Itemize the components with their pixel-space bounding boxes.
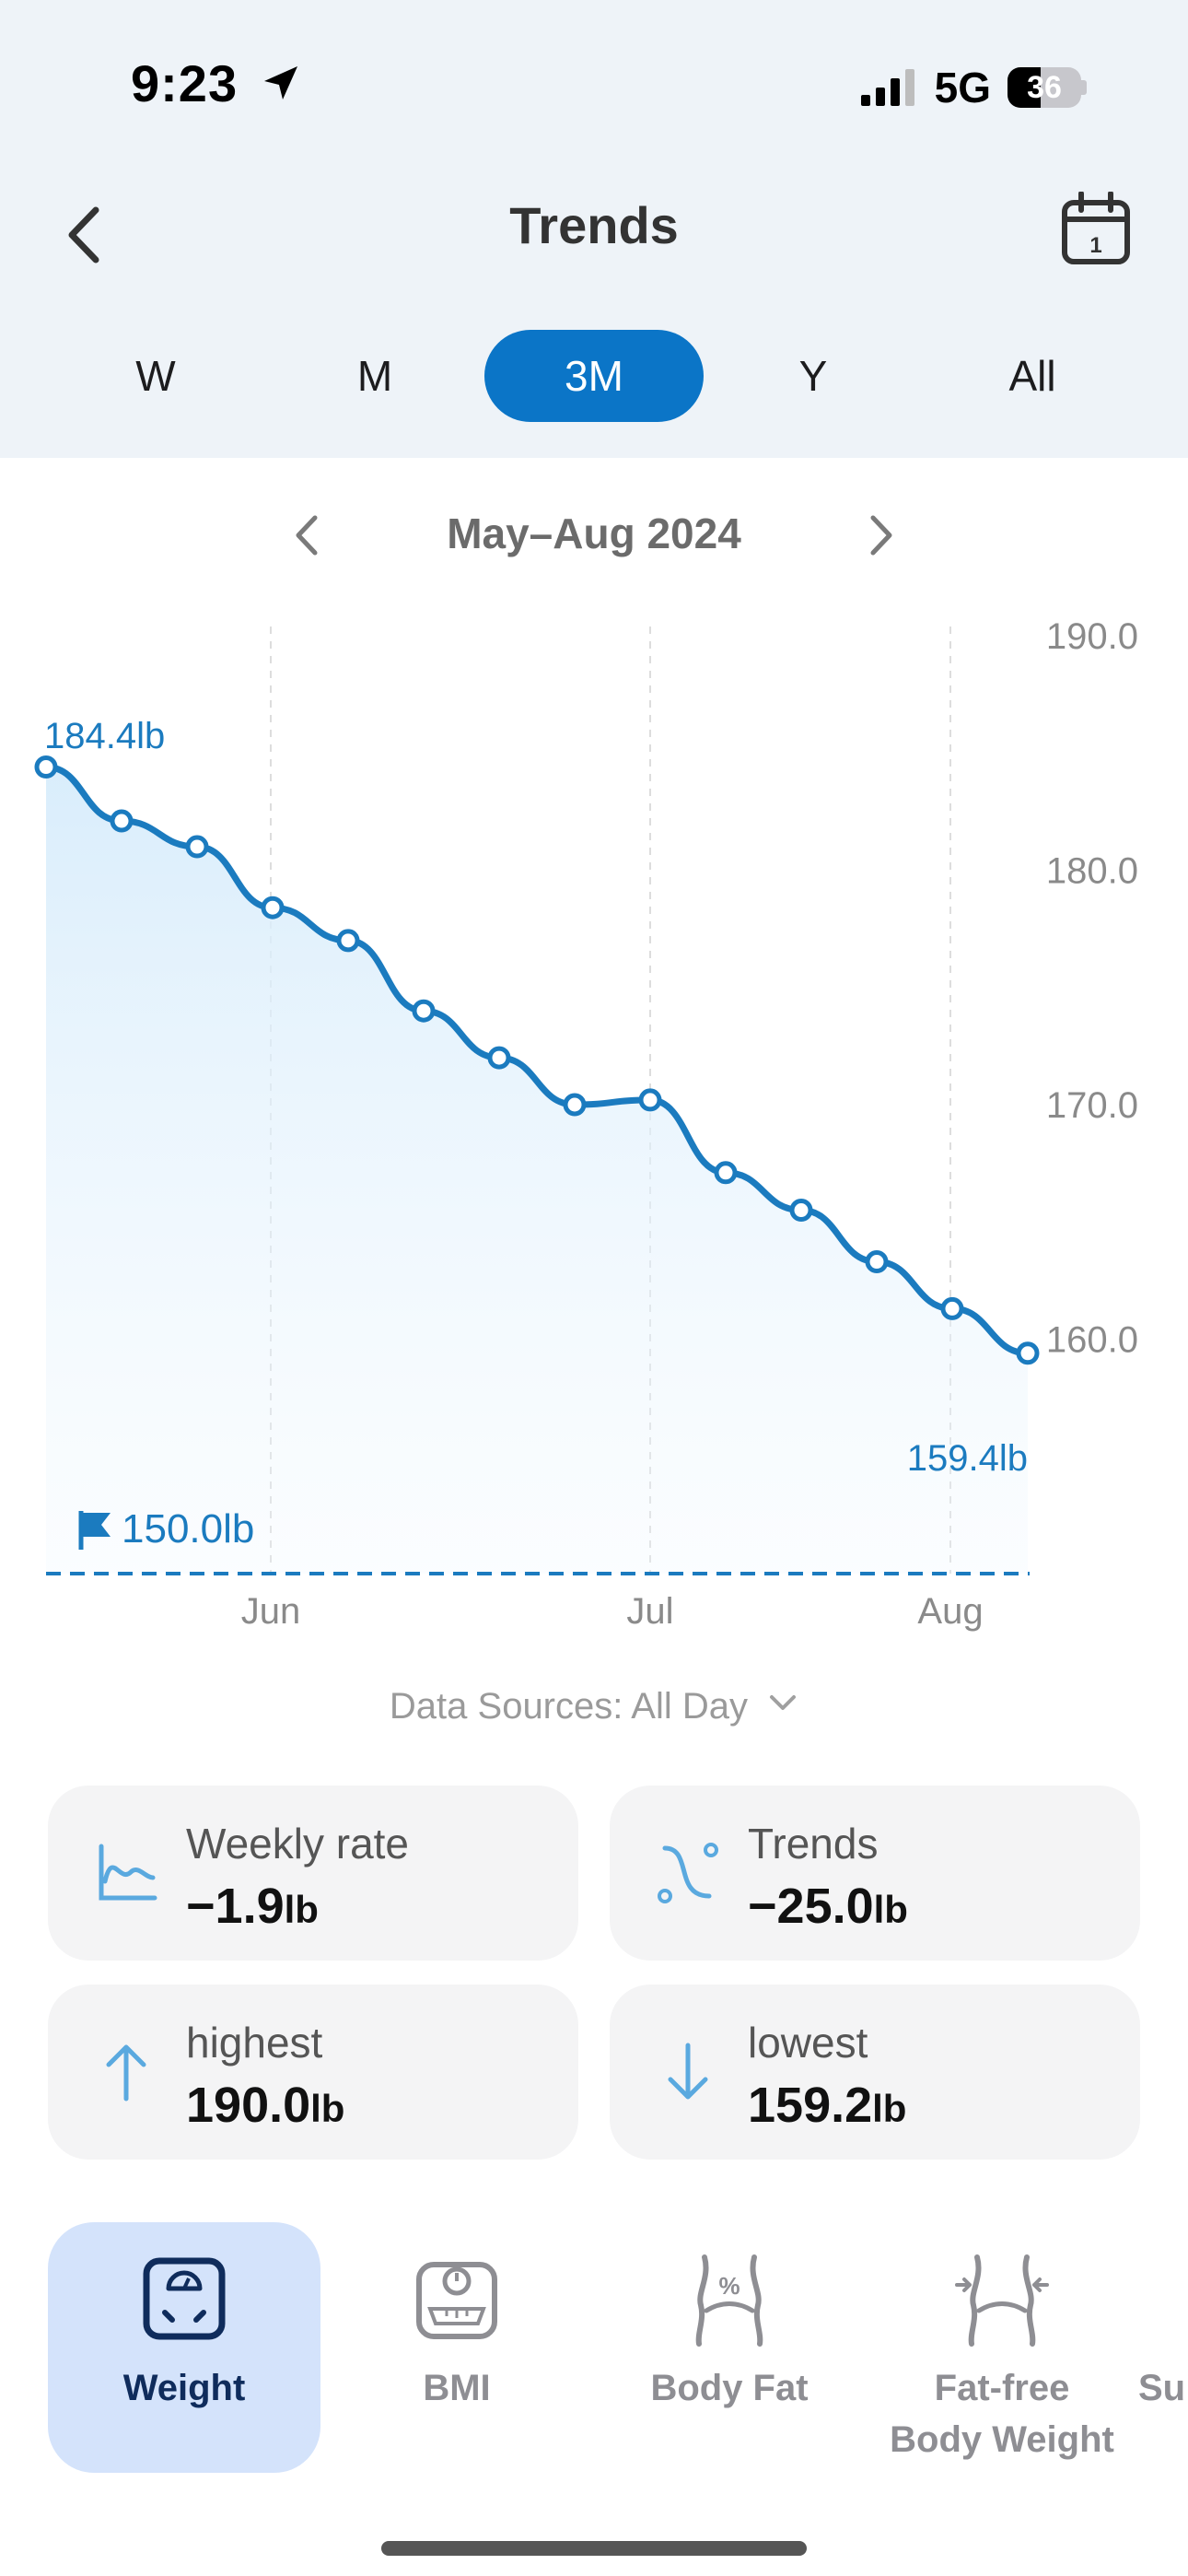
next-range-icon[interactable] — [864, 512, 897, 558]
metric-label: Body Fat — [650, 2368, 809, 2408]
tab-all[interactable]: All — [1008, 352, 1056, 400]
x-tick-label: Jul — [626, 1591, 673, 1632]
metric-partial[interactable]: Su — [1138, 2222, 1188, 2473]
tab-m[interactable]: M — [356, 352, 393, 400]
calendar-icon[interactable]: 1 — [1061, 192, 1131, 265]
metric-label: Su — [1138, 2368, 1186, 2408]
date-range-label: May–Aug 2024 — [447, 509, 741, 557]
status-time: 9:23 — [131, 53, 303, 113]
battery-level: 36 — [1027, 69, 1062, 105]
data-sources-dropdown[interactable]: Data Sources: All Day — [0, 1686, 1188, 1727]
period-tabs: W M 3M Y All — [46, 330, 1142, 422]
start-value-label: 184.4lb — [44, 716, 165, 756]
goal-flag-icon — [78, 1511, 111, 1550]
home-indicator — [381, 2541, 807, 2556]
data-point[interactable] — [638, 1088, 662, 1112]
data-point[interactable] — [185, 835, 209, 859]
card-label: lowest — [748, 2019, 868, 2067]
data-point[interactable] — [940, 1296, 964, 1320]
data-point[interactable] — [34, 755, 58, 779]
data-point[interactable] — [412, 999, 436, 1023]
card-value: 159.2lb — [748, 2078, 907, 2133]
card-value: 190.0lb — [186, 2078, 345, 2133]
highest-card: highest 190.0lb — [48, 1985, 578, 2160]
weight-area-fill — [46, 767, 1028, 1574]
metric-bmi[interactable]: BMI — [320, 2222, 593, 2473]
metric-weight[interactable]: Weight — [48, 2222, 320, 2473]
fat-free-icon — [955, 2254, 1049, 2347]
network-type: 5G — [934, 64, 991, 111]
bmi-scale-icon — [416, 2262, 497, 2339]
data-point[interactable] — [336, 929, 360, 953]
signal-icon — [860, 69, 914, 106]
metric-body-fat[interactable]: % Body Fat — [593, 2222, 866, 2473]
card-label: highest — [186, 2019, 323, 2067]
card-label: Weekly rate — [186, 1820, 410, 1868]
card-value: −25.0lb — [748, 1879, 908, 1934]
arrow-up-icon — [106, 2044, 146, 2102]
status-time-text: 9:23 — [131, 54, 239, 112]
chevron-down-icon — [770, 1695, 797, 1710]
data-point[interactable] — [110, 809, 134, 833]
scale-icon — [143, 2257, 226, 2340]
prev-range-icon[interactable] — [291, 512, 324, 558]
data-point[interactable] — [865, 1250, 889, 1274]
x-tick-label: Jun — [241, 1591, 301, 1632]
tab-w[interactable]: W — [135, 352, 176, 400]
metric-label: Weight — [122, 2368, 246, 2408]
goal-label: 150.0lb — [122, 1506, 254, 1551]
y-tick-label: 180.0 — [1046, 851, 1138, 892]
tab-y[interactable]: Y — [798, 352, 828, 400]
metric-label: Fat-free Body Weight — [890, 2368, 1114, 2460]
data-point[interactable] — [487, 1046, 511, 1070]
page-title: Trends — [509, 196, 679, 254]
svg-text:%: % — [718, 2272, 740, 2300]
trends-card: Trends −25.0lb — [610, 1786, 1140, 1961]
y-tick-label: 160.0 — [1046, 1320, 1138, 1361]
weight-trend-chart: 190.0 180.0 170.0 160.0 Jun Jul Aug 184.4lb 1… — [34, 616, 1138, 1632]
body-fat-icon: % — [695, 2254, 763, 2347]
y-tick-label: 190.0 — [1046, 616, 1138, 657]
data-point[interactable] — [714, 1161, 738, 1185]
back-chevron-icon[interactable] — [57, 203, 112, 267]
lowest-card: lowest 159.2lb — [610, 1985, 1140, 2160]
metric-fat-free-body-weight[interactable]: Fat-free Body Weight — [866, 2222, 1138, 2473]
weekly-rate-card: Weekly rate −1.9lb — [48, 1786, 578, 1961]
data-point[interactable] — [789, 1199, 813, 1223]
battery-icon: 36 — [1007, 67, 1081, 108]
arrow-down-icon — [668, 2043, 708, 2100]
location-arrow-icon — [263, 66, 297, 100]
card-value: −1.9lb — [186, 1879, 319, 1934]
svg-text:1: 1 — [1089, 233, 1101, 258]
x-tick-label: Aug — [917, 1591, 983, 1632]
data-point[interactable] — [1016, 1341, 1040, 1365]
tab-3m[interactable]: 3M — [484, 330, 704, 422]
y-tick-label: 170.0 — [1046, 1085, 1138, 1126]
trend-chart-icon — [99, 1844, 157, 1901]
end-value-label: 159.4lb — [907, 1438, 1028, 1479]
status-indicators: 5G 36 — [860, 64, 1087, 111]
card-label: Trends — [748, 1820, 879, 1868]
data-sources-label: Data Sources: All Day — [389, 1686, 748, 1727]
data-point[interactable] — [563, 1093, 587, 1117]
trend-curve-icon — [658, 1843, 718, 1903]
metric-label: BMI — [423, 2368, 491, 2408]
data-point[interactable] — [261, 896, 285, 919]
